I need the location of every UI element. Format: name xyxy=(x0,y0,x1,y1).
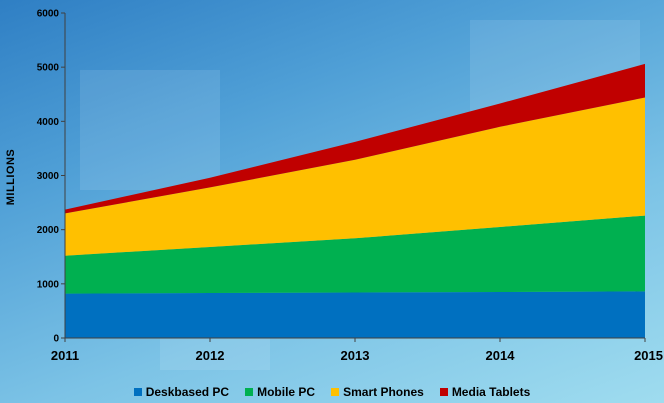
y-tick-label: 3000 xyxy=(37,171,60,182)
y-tick-label: 2000 xyxy=(37,225,60,236)
x-tick-label: 2014 xyxy=(486,348,516,363)
y-tick-label: 5000 xyxy=(37,63,60,74)
y-tick-label: 1000 xyxy=(37,279,60,290)
y-tick-label: 4000 xyxy=(37,117,60,128)
x-tick-label: 2011 xyxy=(51,348,79,363)
legend-swatch xyxy=(331,388,340,396)
legend-item: Mobile PC xyxy=(245,385,315,399)
y-axis-label: MILLIONS xyxy=(5,149,17,206)
legend-label: Mobile PC xyxy=(257,385,316,399)
legend: Deskbased PC Mobile PC Smart Phones Media T… xyxy=(0,383,664,401)
area-series-0 xyxy=(65,291,645,338)
legend-swatch xyxy=(245,388,254,396)
x-tick-label: 2012 xyxy=(196,348,225,363)
legend-swatch xyxy=(439,388,448,396)
legend-item: Smart Phones xyxy=(331,385,424,399)
y-tick-labels: 0 1000 2000 3000 4000 5000 6000 xyxy=(37,9,60,345)
legend-label: Deskbased PC xyxy=(145,385,230,399)
y-tick-label: 6000 xyxy=(37,9,60,20)
legend-item: Deskbased PC xyxy=(133,385,230,399)
x-tick-label: 2013 xyxy=(341,348,370,363)
legend-swatch xyxy=(133,388,142,396)
legend-label: Media Tablets xyxy=(451,385,531,399)
legend-item: Media Tablets xyxy=(439,385,531,399)
legend-label: Smart Phones xyxy=(343,385,424,399)
y-tick-label: 0 xyxy=(53,334,59,345)
area-series-1 xyxy=(65,215,645,294)
area-series-2 xyxy=(65,97,645,256)
background-panel xyxy=(80,70,220,190)
area-series-3 xyxy=(65,63,645,214)
area-layer xyxy=(65,63,645,338)
axes-layer xyxy=(61,12,646,342)
x-tick-labels: 2011 2012 2013 2014 2015 xyxy=(51,348,663,363)
x-tick-label: 2015 xyxy=(634,348,663,363)
